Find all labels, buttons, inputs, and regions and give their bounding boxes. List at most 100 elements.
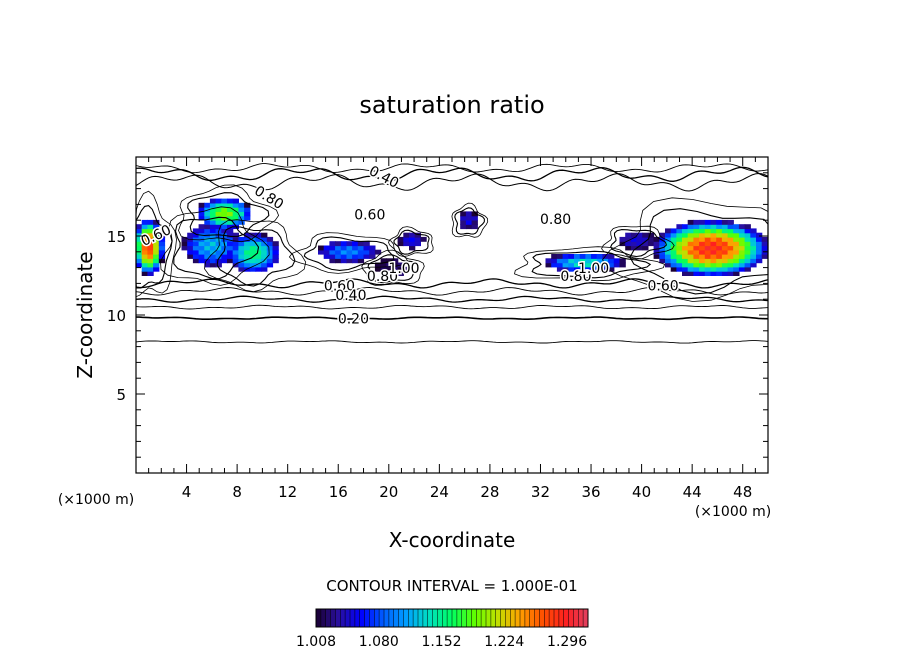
saturation-cell	[187, 254, 194, 259]
x-tick-label: 12	[278, 483, 297, 501]
saturation-cell	[659, 236, 666, 242]
saturation-cell	[153, 224, 160, 230]
saturation-cell	[204, 258, 211, 264]
colorbar-swatch	[534, 609, 540, 627]
colorbar-swatch	[539, 609, 545, 627]
saturation-cell	[465, 215, 473, 221]
saturation-cell	[750, 262, 757, 268]
contour-line	[361, 249, 425, 286]
saturation-cell	[750, 232, 757, 238]
colorbar-swatch	[583, 609, 589, 627]
saturation-cell	[221, 207, 228, 212]
colorbar-swatch	[490, 609, 497, 627]
saturation-cell	[141, 258, 148, 264]
saturation-cell	[403, 266, 410, 272]
saturation-cell	[579, 266, 586, 272]
saturation-cell	[221, 211, 228, 217]
saturation-cell	[744, 228, 751, 234]
saturation-cell	[556, 254, 564, 259]
saturation-cell	[682, 224, 689, 230]
saturation-cell	[733, 266, 740, 272]
colorbar-swatch	[384, 609, 390, 627]
saturation-cell	[551, 258, 558, 264]
saturation-cell	[272, 241, 279, 247]
saturation-cell	[147, 224, 154, 230]
contour-line	[135, 278, 769, 289]
saturation-cell	[704, 271, 712, 276]
saturation-cell	[227, 254, 234, 259]
saturation-cell	[744, 258, 751, 264]
saturation-cell	[215, 224, 222, 230]
saturation-cell	[209, 198, 217, 204]
saturation-cell	[147, 219, 154, 225]
saturation-cell	[209, 236, 217, 242]
saturation-cell	[357, 258, 365, 264]
saturation-cell	[727, 245, 734, 251]
saturation-cell	[653, 254, 660, 259]
saturation-cell	[471, 219, 478, 225]
saturation-cell	[255, 262, 262, 268]
saturation-cell	[733, 236, 740, 242]
saturation-cell	[596, 262, 603, 268]
saturation-cell	[340, 241, 348, 247]
colorbar-tick-label: 1.008	[296, 634, 336, 650]
saturation-cell	[238, 211, 245, 217]
contour-label: 1.00	[578, 261, 609, 277]
saturation-cell	[682, 262, 689, 268]
colorbar-swatch	[461, 609, 467, 627]
saturation-cell	[636, 236, 643, 242]
saturation-cell	[727, 258, 734, 264]
saturation-cell	[204, 236, 211, 242]
saturation-cell	[693, 266, 700, 272]
saturation-cell	[249, 245, 257, 251]
saturation-cell	[386, 262, 393, 268]
saturation-cell	[756, 249, 763, 255]
colorbar-swatch	[413, 609, 419, 627]
saturation-cell	[227, 198, 234, 204]
saturation-cell	[647, 241, 655, 247]
saturation-cell	[266, 245, 274, 251]
saturation-cell	[568, 254, 575, 259]
colorbar-tick-label: 1.152	[421, 634, 461, 650]
saturation-cell	[721, 266, 729, 272]
saturation-cell	[244, 236, 251, 242]
saturation-cell	[676, 258, 683, 264]
saturation-cell	[568, 262, 575, 268]
saturation-cell	[363, 241, 370, 247]
colorbar-swatch	[529, 609, 535, 627]
saturation-cell	[761, 236, 768, 242]
saturation-cell	[221, 254, 228, 259]
saturation-cell	[687, 224, 694, 230]
saturation-cell	[141, 245, 148, 251]
saturation-cell	[386, 266, 393, 272]
contour-line	[388, 226, 434, 257]
saturation-cell	[255, 254, 262, 259]
saturation-cell	[750, 241, 757, 247]
saturation-cell	[761, 254, 768, 259]
saturation-cell	[192, 232, 200, 238]
saturation-cell	[562, 266, 569, 272]
saturation-cell	[238, 241, 245, 247]
saturation-cell	[619, 236, 626, 242]
saturation-cell	[141, 219, 148, 225]
contour-label: 0.80	[367, 269, 398, 285]
saturation-cell	[261, 266, 268, 272]
colorbar-swatch	[510, 609, 516, 627]
saturation-cell	[659, 241, 666, 247]
saturation-cell	[209, 258, 217, 264]
saturation-cell	[608, 266, 615, 272]
saturation-cell	[153, 228, 160, 234]
saturation-cell	[665, 236, 672, 242]
saturation-cell	[141, 224, 148, 230]
saturation-cell	[630, 241, 638, 247]
saturation-cell	[204, 215, 211, 221]
saturation-cell	[153, 266, 160, 272]
saturation-cell	[153, 245, 160, 251]
saturation-cell	[255, 232, 262, 238]
saturation-cell	[215, 198, 222, 204]
saturation-cell	[266, 254, 274, 259]
saturation-cell	[704, 224, 712, 230]
saturation-cell	[465, 219, 473, 225]
saturation-cell	[687, 249, 694, 255]
